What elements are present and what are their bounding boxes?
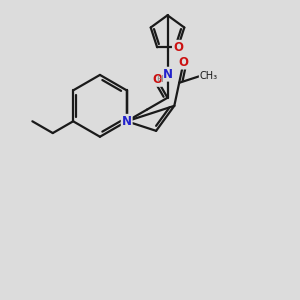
Text: O: O — [152, 73, 162, 86]
Text: N: N — [163, 68, 172, 81]
Text: H: H — [156, 75, 163, 84]
Text: O: O — [173, 41, 183, 54]
Text: CH₃: CH₃ — [200, 71, 217, 81]
Text: O: O — [178, 56, 189, 69]
Text: N: N — [122, 115, 132, 128]
